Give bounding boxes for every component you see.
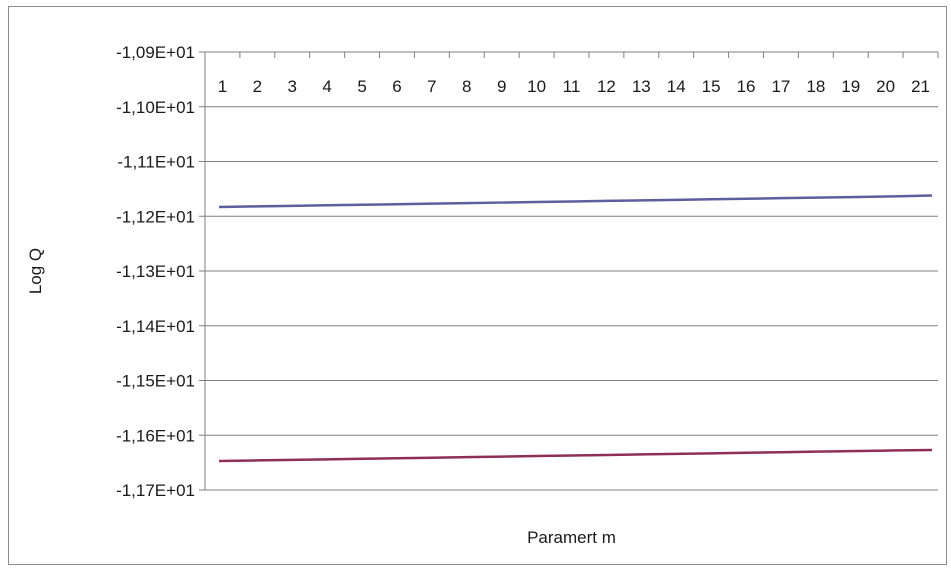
x-tick-label: 18 [806,77,825,96]
y-tick-label: -1,11E+01 [117,153,195,172]
line-chart: -1,09E+01 -1,10E+01 -1,11E+01 -1,12E+01 -1,1… [26,43,939,547]
series-line-2 [218,448,933,463]
x-tick-labels: 1 2 3 4 5 6 7 8 9 10 11 12 13 14 15 16 17 18 19 20 21 [218,77,930,96]
x-tick-label: 14 [667,77,686,96]
y-tick-label: -1,17E+01 [116,481,195,500]
x-tick-label: 8 [462,77,471,96]
x-tick-label: 7 [427,77,436,96]
y-tick-label: -1,10E+01 [116,98,195,117]
x-tick-label: 1 [218,77,227,96]
series-lines [218,194,933,463]
x-tick-label: 16 [737,77,756,96]
x-tick-label: 21 [911,77,930,96]
y-tick-label: -1,15E+01 [116,372,195,391]
x-tick-label: 10 [527,77,546,96]
x-tick-label: 12 [597,77,616,96]
y-tick-labels: -1,09E+01 -1,10E+01 -1,11E+01 -1,12E+01 -1,1… [116,43,195,500]
x-tick-label: 3 [288,77,297,96]
y-tick-label: -1,13E+01 [116,262,195,281]
y-tick-label: -1,09E+01 [116,43,195,62]
x-axis-title: Paramert m [527,528,616,547]
grid-lines [205,51,938,491]
x-tick-label: 4 [322,77,331,96]
y-tick-label: -1,12E+01 [116,207,195,226]
x-tick-label: 11 [563,77,581,96]
axes [199,51,939,491]
y-tick-label: -1,16E+01 [116,426,195,445]
x-tick-label: 2 [253,77,262,96]
x-tick-label: 20 [876,77,895,96]
x-tick-label: 19 [841,77,860,96]
y-axis-title: Log Q [26,248,45,294]
x-tick-label: 17 [771,77,790,96]
chart-frame: -1,09E+01 -1,10E+01 -1,11E+01 -1,12E+01 -1,1… [8,6,947,565]
series-line-1 [218,194,933,209]
x-tick-label: 15 [702,77,721,96]
x-tick-label: 9 [497,77,506,96]
x-tick-label: 5 [357,77,366,96]
x-tick-label: 6 [392,77,401,96]
y-tick-label: -1,14E+01 [116,317,195,336]
x-tick-label: 13 [632,77,651,96]
